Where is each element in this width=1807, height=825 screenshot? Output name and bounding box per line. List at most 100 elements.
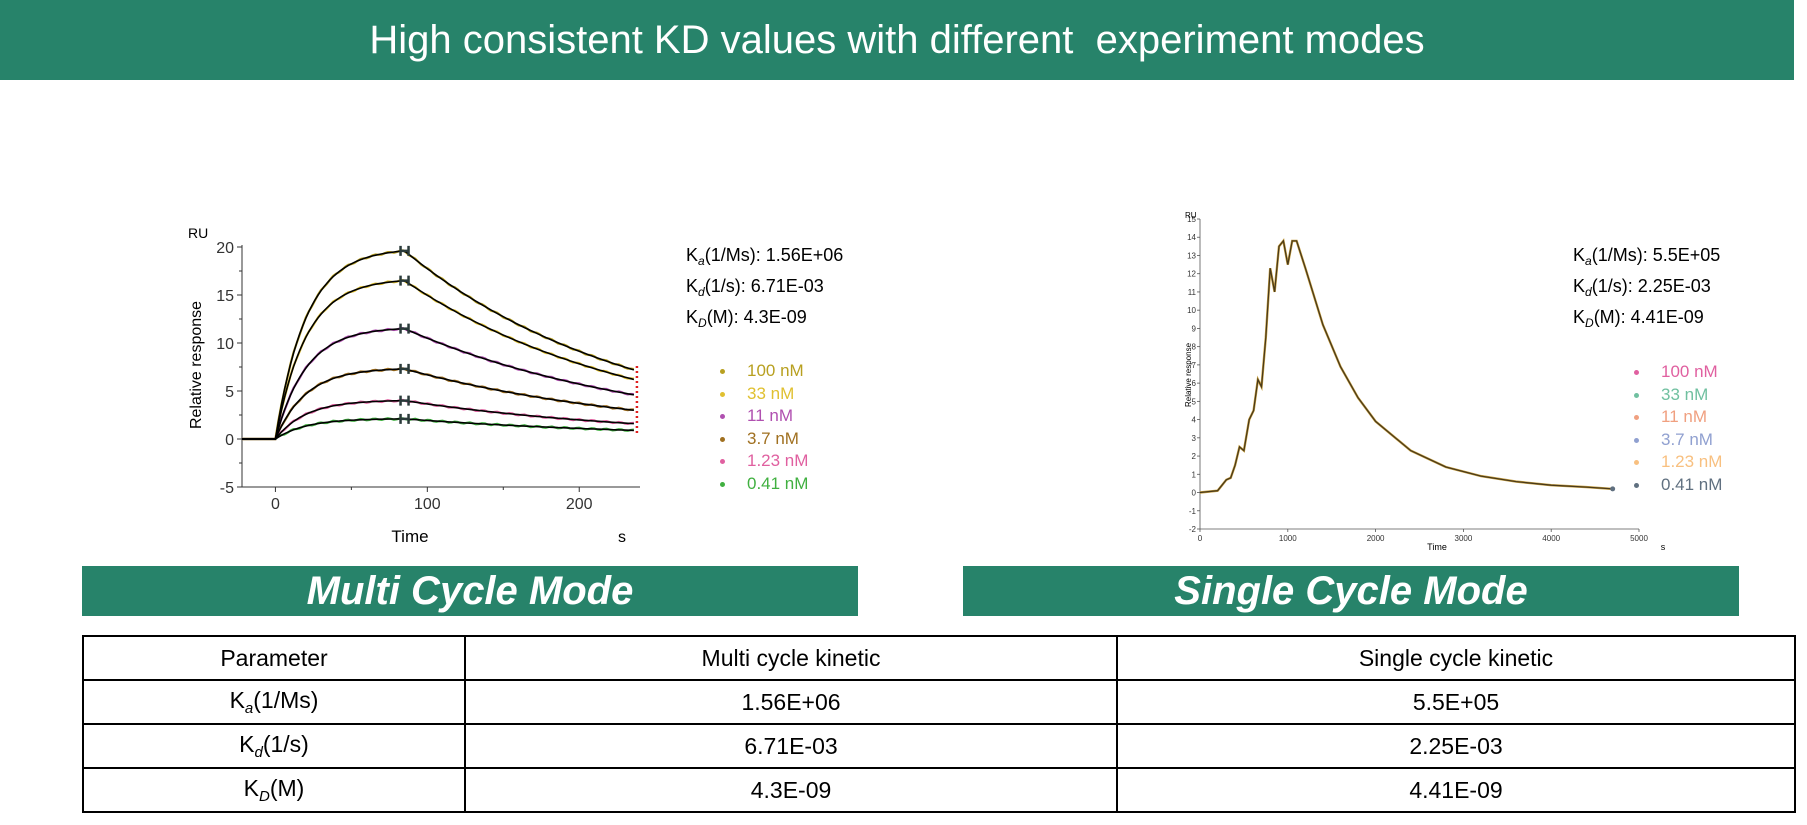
fit-line <box>1199 239 1613 494</box>
y-tick-label: 20 <box>216 240 234 257</box>
y-tick-label: 2 <box>1192 452 1197 461</box>
table-cell-param: Kd(1/s) <box>82 723 466 769</box>
table-cell: 6.71E-03 <box>464 723 1118 769</box>
y-tick-label: 10 <box>1187 306 1196 315</box>
fit-line <box>242 279 635 440</box>
legend-dot-icon <box>1634 370 1639 376</box>
y-tick-label: 7 <box>1192 361 1197 370</box>
multi-kinetics: Ka(1/Ms): 1.56E+06 Kd(1/s): 6.71E-03 KD(… <box>686 243 843 336</box>
legend-dot-icon <box>1634 482 1639 488</box>
table-header-row: Parameter Multi cycle kinetic Single cyc… <box>82 635 1796 681</box>
table-row: Kd(1/s) 6.71E-03 2.25E-03 <box>82 723 1796 769</box>
legend-item: 1.23 nM <box>720 450 808 473</box>
table-cell-param: Ka(1/Ms) <box>82 679 466 725</box>
legend-label: 11 nM <box>747 406 793 425</box>
y-axis-label: Relative response <box>1184 342 1193 407</box>
x-tick-label: 4000 <box>1542 534 1560 543</box>
fit-line <box>242 368 634 440</box>
x-tick-label: 3000 <box>1455 534 1473 543</box>
table-cell: 2.25E-03 <box>1116 723 1796 769</box>
y-tick-label: 15 <box>216 288 234 305</box>
table-cell-param: KD(M) <box>82 767 466 813</box>
legend-label: 3.7 nM <box>1661 429 1713 449</box>
legend-dot-icon <box>720 391 725 397</box>
legend-dot-icon <box>720 481 725 487</box>
table-cell: 4.41E-09 <box>1116 767 1796 813</box>
y-unit-label: RU <box>1185 212 1197 220</box>
y-tick-label: 0 <box>225 432 234 449</box>
table-cell: 4.3E-09 <box>464 767 1118 813</box>
page-title: High consistent KD values with different… <box>0 0 1794 80</box>
legend-label: 33 nM <box>747 383 795 403</box>
end-point <box>1610 486 1616 492</box>
legend-dot-icon <box>720 459 725 465</box>
y-tick-label: 4 <box>1192 416 1197 425</box>
table-cell: 5.5E+05 <box>1116 679 1796 725</box>
y-tick-label: 12 <box>1187 270 1196 279</box>
series-line <box>1199 238 1613 494</box>
y-tick-label: 13 <box>1187 251 1196 260</box>
legend-dot-icon <box>720 414 725 420</box>
x-tick-label: 100 <box>414 496 441 513</box>
y-unit-label: RU <box>188 225 208 241</box>
legend-label: 11 nM <box>1661 407 1707 426</box>
legend-label: 33 nM <box>1661 384 1709 404</box>
table-header: Single cycle kinetic <box>1116 635 1796 681</box>
legend-label: 0.41 nM <box>747 473 809 493</box>
legend-item: 11 nM <box>1634 406 1722 429</box>
legend-item: 33 nM <box>720 383 808 406</box>
legend-item: 3.7 nM <box>1634 429 1722 452</box>
x-tick-label: 200 <box>566 496 593 513</box>
multi-legend: 100 nM 33 nM 11 nM 3.7 nM 1.23 nM 0.41 nM <box>720 360 808 495</box>
y-tick-label: 11 <box>1188 288 1197 297</box>
single-legend: 100 nM 33 nM 11 nM 3.7 nM 1.23 nM 0.41 nM <box>1634 361 1722 496</box>
y-tick-label: 3 <box>1192 434 1197 443</box>
y-tick-label: 14 <box>1187 233 1196 242</box>
fit-line <box>242 327 635 440</box>
injection-marker-icon <box>399 275 410 286</box>
y-tick-label: 6 <box>1192 379 1197 388</box>
table-row: Ka(1/Ms) 1.56E+06 5.5E+05 <box>82 679 1796 725</box>
injection-marker-icon <box>399 413 410 424</box>
kd-readout: Kd(1/s): 6.71E-03 <box>686 276 824 299</box>
legend-label: 0.41 nM <box>1661 474 1723 494</box>
x-unit-label: s <box>618 529 626 546</box>
legend-label: 100 nM <box>747 361 804 380</box>
legend-dot-icon <box>1634 460 1639 466</box>
y-tick-label: -1 <box>1189 507 1197 516</box>
ka-readout: Ka(1/Ms): 1.56E+06 <box>686 245 844 268</box>
x-tick-label: 0 <box>1198 534 1203 543</box>
injection-marker-icon <box>399 363 410 374</box>
ka-readout: Ka(1/Ms): 5.5E+05 <box>1573 245 1721 268</box>
single-kinetics: Ka(1/Ms): 5.5E+05 Kd(1/s): 2.25E-03 KD(M… <box>1573 243 1720 336</box>
x-tick-label: 1000 <box>1279 534 1297 543</box>
x-tick-label: 0 <box>271 496 280 513</box>
legend-item: 100 nM <box>1634 361 1722 384</box>
injection-marker-icon <box>399 245 410 256</box>
fit-line <box>242 399 634 440</box>
table-header: Parameter <box>82 635 466 681</box>
x-axis-label: Time <box>1427 542 1447 552</box>
x-axis-label: Time <box>391 527 428 546</box>
x-tick-label: 5000 <box>1630 534 1648 543</box>
fit-line <box>242 250 635 440</box>
y-tick-label: -2 <box>1189 525 1197 534</box>
legend-item: 0.41 nM <box>720 473 808 496</box>
y-tick-label: 5 <box>225 384 234 401</box>
legend-item: 3.7 nM <box>720 428 808 451</box>
legend-dot-icon <box>1634 437 1639 443</box>
KD-readout: KD(M): 4.41E-09 <box>1573 307 1704 330</box>
y-tick-label: 9 <box>1192 324 1197 333</box>
legend-label: 100 nM <box>1661 362 1718 381</box>
fit-line <box>242 418 634 440</box>
legend-label: 1.23 nM <box>1661 452 1723 471</box>
injection-marker-icon <box>399 395 410 406</box>
x-tick-label: 2000 <box>1367 534 1385 543</box>
single-cycle-banner: Single Cycle Mode <box>963 566 1739 616</box>
kd-readout: Kd(1/s): 2.25E-03 <box>1573 276 1711 299</box>
table-row: KD(M) 4.3E-09 4.41E-09 <box>82 767 1796 813</box>
series-line <box>242 249 635 441</box>
legend-item: 100 nM <box>720 360 808 383</box>
